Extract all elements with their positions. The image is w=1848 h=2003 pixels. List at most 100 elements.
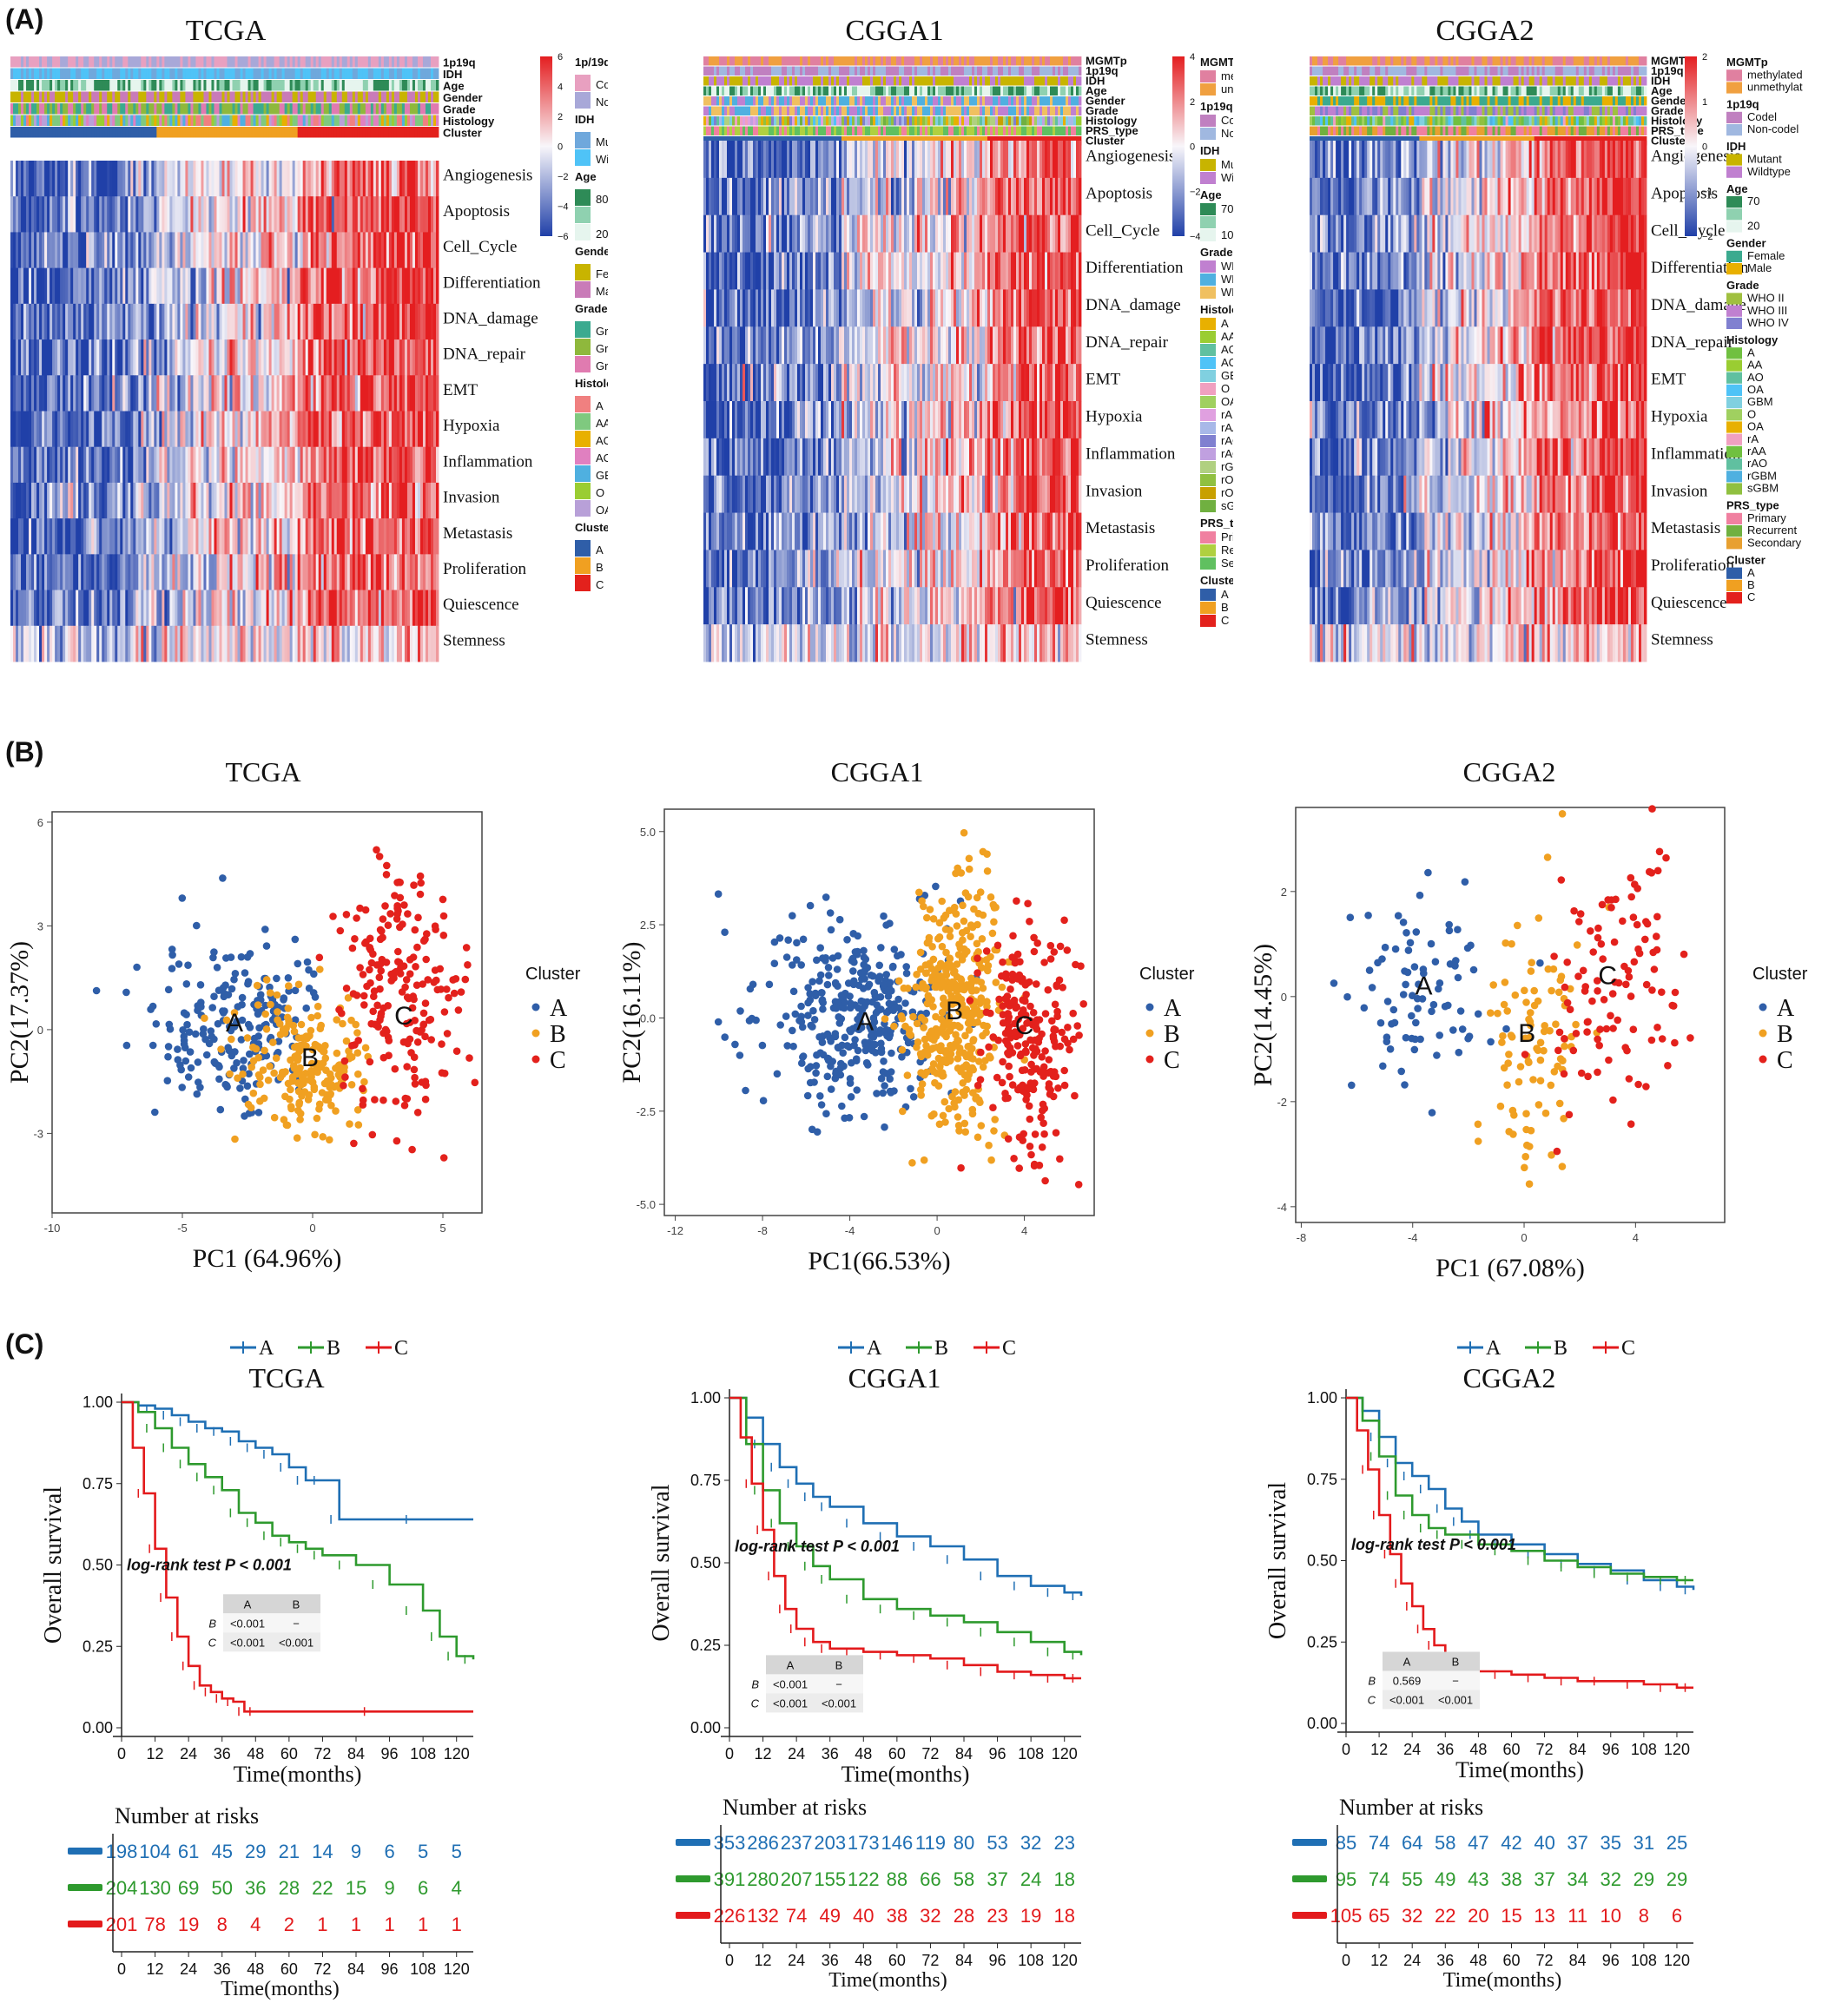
data-point xyxy=(1049,1092,1058,1101)
data-point xyxy=(965,1026,974,1034)
data-point xyxy=(1033,1064,1040,1073)
data-point xyxy=(1530,986,1538,995)
data-point xyxy=(941,926,950,933)
risk-count: 40 xyxy=(1534,1832,1554,1854)
data-point xyxy=(999,1018,1007,1027)
legend-item: Non-codel xyxy=(1747,122,1798,135)
data-point xyxy=(1503,1007,1511,1015)
risk-count: 55 xyxy=(1402,1868,1422,1890)
data-point xyxy=(274,1008,281,1016)
legend-title: Gender xyxy=(575,245,608,258)
legend-item: O xyxy=(1747,407,1756,420)
risk-count: 85 xyxy=(1336,1832,1356,1854)
cluster-label: A xyxy=(226,1009,243,1038)
data-point xyxy=(902,969,911,978)
legend-marker xyxy=(531,1029,540,1038)
data-point xyxy=(221,1080,229,1089)
data-point xyxy=(901,999,909,1007)
scale-tick: 2 xyxy=(558,112,563,122)
data-point xyxy=(353,914,360,922)
legend-swatch xyxy=(1200,557,1216,570)
data-point xyxy=(1607,1011,1614,1020)
data-point xyxy=(296,1110,305,1117)
legend-item: Wildtype xyxy=(1747,165,1791,178)
data-point xyxy=(1456,1007,1465,1015)
x-tick-label: 24 xyxy=(180,1745,197,1763)
y-tick-label: 0.00 xyxy=(690,1719,721,1736)
data-point xyxy=(974,969,981,977)
data-point xyxy=(789,1026,796,1035)
data-point xyxy=(1414,1005,1422,1012)
scale-tick: −6 xyxy=(558,232,569,242)
data-point xyxy=(164,1052,172,1061)
data-point xyxy=(867,1031,875,1040)
data-point xyxy=(1498,1038,1506,1046)
data-point xyxy=(239,1064,248,1072)
heatmap-cells xyxy=(10,161,439,662)
data-point xyxy=(891,1004,899,1012)
heatmap-row-label: Stemness xyxy=(1651,631,1713,649)
risk-x-tick-label: 96 xyxy=(381,1960,399,1978)
legend-item: AA xyxy=(596,417,608,430)
x-tick-label: 48 xyxy=(247,1745,264,1763)
data-point xyxy=(886,978,894,986)
risk-count: 45 xyxy=(211,1841,232,1862)
risk-x-tick-label: 84 xyxy=(1569,1952,1587,1969)
data-point xyxy=(1583,1028,1591,1036)
legend-item: AO xyxy=(1221,343,1233,356)
data-point xyxy=(1521,1051,1529,1058)
data-point xyxy=(276,1019,284,1028)
data-point xyxy=(993,941,1002,950)
data-point xyxy=(261,926,269,933)
risk-x-tick-label: 120 xyxy=(444,1960,470,1978)
legend-label: C xyxy=(550,1047,566,1074)
data-point xyxy=(945,1027,954,1035)
data-point xyxy=(1391,945,1400,953)
risk-count: 4 xyxy=(250,1914,261,1935)
data-point xyxy=(400,1101,409,1110)
data-point xyxy=(782,953,791,961)
legend-item: rGBM xyxy=(1221,460,1233,473)
data-point xyxy=(1402,929,1410,937)
cluster-label: B xyxy=(946,997,963,1025)
heatmap-row-label: DNA_repair xyxy=(1651,333,1734,352)
data-point xyxy=(913,971,921,978)
data-point xyxy=(894,952,901,960)
data-point xyxy=(1428,1109,1436,1117)
legend-item: Codel xyxy=(596,78,608,91)
data-point xyxy=(926,906,934,913)
data-point xyxy=(817,1101,826,1109)
data-point xyxy=(261,1010,270,1018)
cluster-label: B xyxy=(1518,1019,1535,1048)
legend-label: A xyxy=(867,1337,882,1360)
survival-curve-a xyxy=(122,1400,473,1521)
data-point xyxy=(1015,971,1024,979)
data-point xyxy=(176,1061,184,1070)
x-tick-label: 96 xyxy=(1602,1741,1620,1758)
data-point xyxy=(874,1029,882,1038)
data-point xyxy=(368,1130,377,1139)
risk-count: 6 xyxy=(418,1877,428,1899)
table-cell: <0.001 xyxy=(1438,1694,1473,1707)
data-point xyxy=(1627,992,1635,1000)
data-point xyxy=(799,935,808,944)
data-point xyxy=(880,1058,888,1065)
heatmap-cgga1: CGGA1MGMTp1p19qIDHAgeGenderGradeHistolog… xyxy=(703,15,1233,662)
data-point xyxy=(201,1014,208,1022)
data-point xyxy=(816,944,824,952)
data-point xyxy=(279,1025,287,1034)
data-point xyxy=(1653,866,1662,875)
data-point xyxy=(922,1009,930,1018)
data-point xyxy=(861,975,868,983)
annotation-bars xyxy=(10,56,439,138)
risk-count: 198 xyxy=(106,1841,138,1862)
data-point xyxy=(367,959,376,967)
data-point xyxy=(1515,1077,1523,1086)
y-tick-label: -2.5 xyxy=(637,1105,656,1118)
censor-marks xyxy=(146,1424,466,1664)
heatmap-row-label: Differentiation xyxy=(1086,259,1184,277)
km-title: CGGA1 xyxy=(848,1362,941,1394)
data-point xyxy=(352,1020,360,1029)
data-point xyxy=(860,968,868,977)
legend-title: 1p/19q xyxy=(575,56,608,69)
